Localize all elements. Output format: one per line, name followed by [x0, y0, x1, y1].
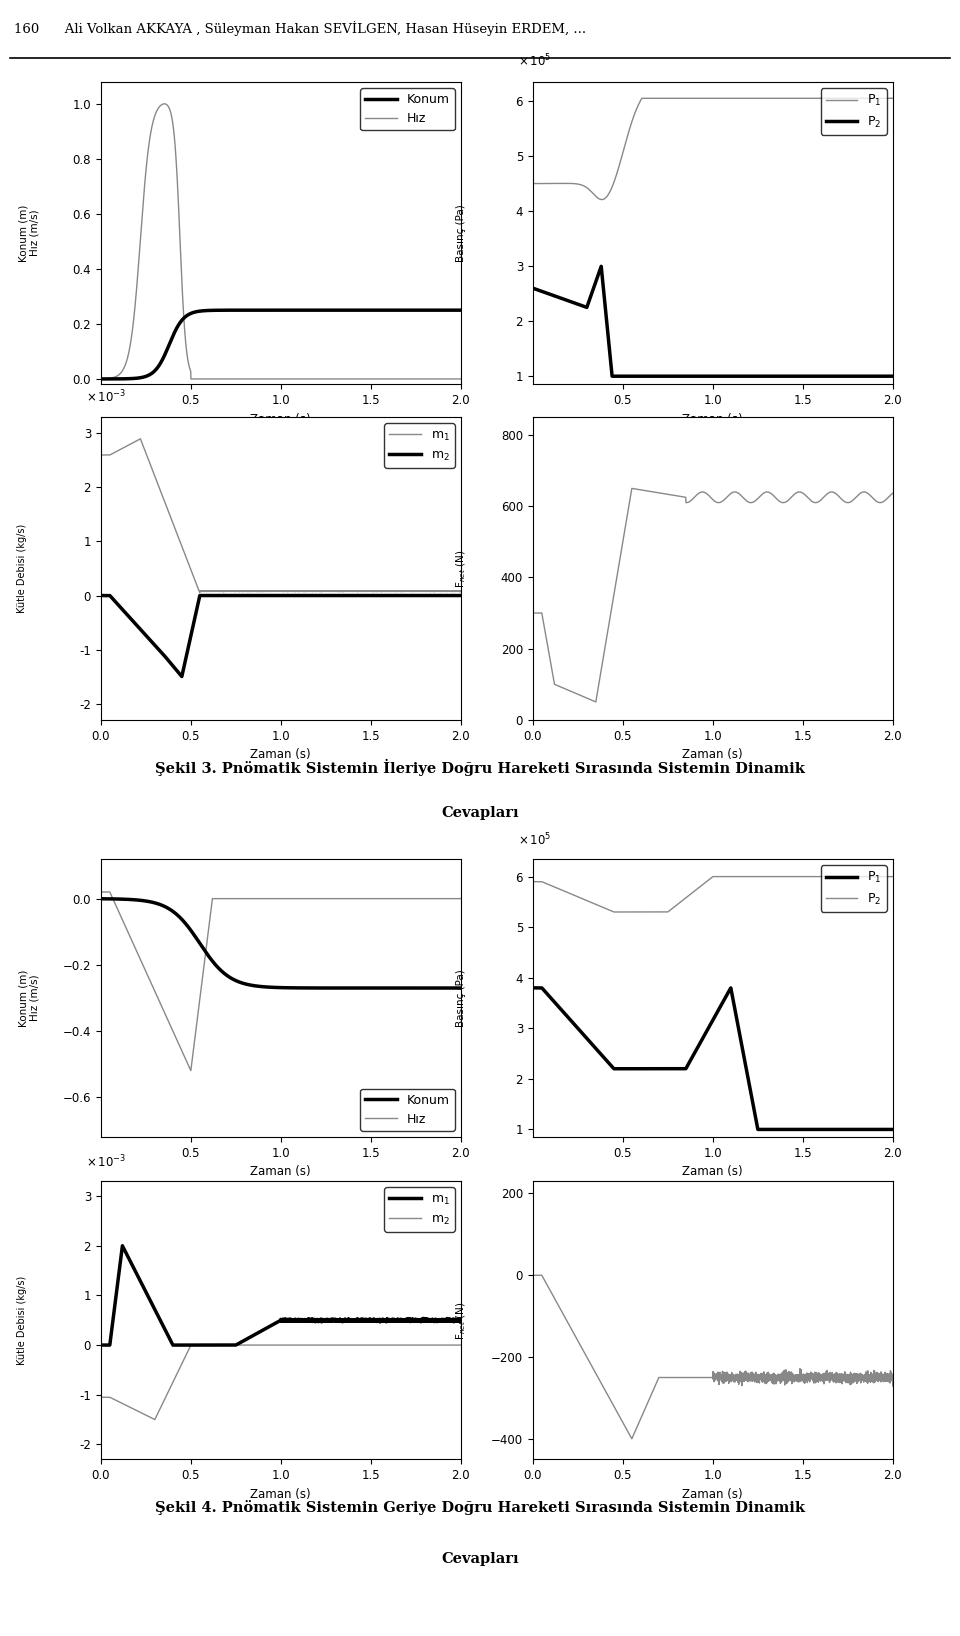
Text: Basınç (Pa): Basınç (Pa) — [456, 204, 466, 262]
X-axis label: Zaman (s): Zaman (s) — [683, 748, 743, 761]
Legend: Konum, Hız: Konum, Hız — [360, 88, 454, 131]
Text: 160      Ali Volkan AKKAYA , Süleyman Hakan SEVİLGEN, Hasan Hüseyin ERDEM, ...: 160 Ali Volkan AKKAYA , Süleyman Hakan S… — [14, 21, 587, 36]
Text: Cevapları: Cevapları — [442, 1553, 518, 1566]
Text: Kütle Debisi (kg/s): Kütle Debisi (kg/s) — [16, 524, 27, 614]
Text: Basınç (Pa): Basınç (Pa) — [456, 969, 466, 1027]
Text: $\times\,10^5$: $\times\,10^5$ — [518, 52, 552, 70]
Text: Şekil 4. Pnömatik Sistemin Geriye Doğru Hareketi Sırasında Sistemin Dinamik: Şekil 4. Pnömatik Sistemin Geriye Doğru … — [155, 1500, 805, 1515]
Text: Şekil 3. Pnömatik Sistemin İleriye Doğru Hareketi Sırasında Sistemin Dinamik: Şekil 3. Pnömatik Sistemin İleriye Doğru… — [156, 759, 804, 775]
X-axis label: Zaman (s): Zaman (s) — [683, 1487, 743, 1500]
Text: Konum (m)
Hız (m/s): Konum (m) Hız (m/s) — [18, 969, 39, 1027]
Legend: P$_1$, P$_2$: P$_1$, P$_2$ — [821, 865, 886, 911]
Text: $\times\,10^5$: $\times\,10^5$ — [518, 831, 552, 847]
Legend: P$_1$, P$_2$: P$_1$, P$_2$ — [821, 88, 886, 134]
X-axis label: Zaman (s): Zaman (s) — [251, 748, 311, 761]
Text: Cevapları: Cevapları — [442, 807, 518, 820]
Legend: m$_1$, m$_2$: m$_1$, m$_2$ — [384, 1188, 454, 1232]
X-axis label: Zaman (s): Zaman (s) — [683, 1165, 743, 1178]
Text: Kütle Debisi (kg/s): Kütle Debisi (kg/s) — [16, 1276, 27, 1364]
X-axis label: Zaman (s): Zaman (s) — [251, 412, 311, 425]
X-axis label: Zaman (s): Zaman (s) — [683, 412, 743, 425]
Text: $\times\,10^{-3}$: $\times\,10^{-3}$ — [86, 1153, 127, 1170]
Legend: m$_1$, m$_2$: m$_1$, m$_2$ — [384, 424, 454, 468]
Legend: Konum, Hız: Konum, Hız — [360, 1088, 454, 1130]
Text: $\times\,10^{-3}$: $\times\,10^{-3}$ — [86, 388, 127, 406]
X-axis label: Zaman (s): Zaman (s) — [251, 1165, 311, 1178]
Text: Konum (m)
Hız (m/s): Konum (m) Hız (m/s) — [18, 204, 39, 262]
Text: F$_{net}$ (N): F$_{net}$ (N) — [454, 1301, 468, 1340]
X-axis label: Zaman (s): Zaman (s) — [251, 1487, 311, 1500]
Text: F$_{net}$ (N): F$_{net}$ (N) — [454, 550, 468, 587]
